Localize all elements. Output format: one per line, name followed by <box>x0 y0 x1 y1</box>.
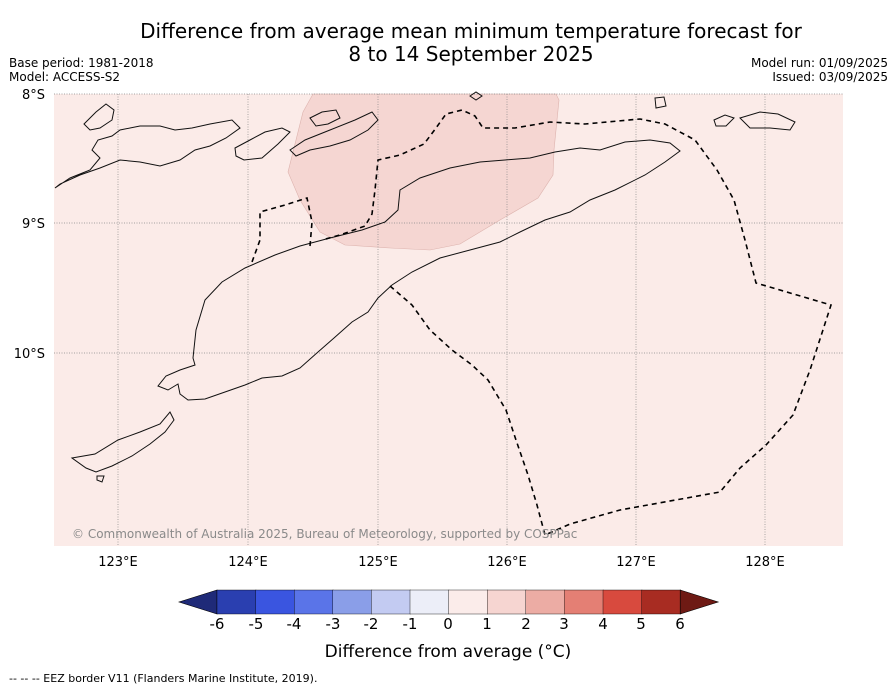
cbar-tick-minus-3: -3 <box>325 615 341 633</box>
lon-label-125e: 125°E <box>358 555 398 570</box>
colorbar-segment-1 <box>216 589 257 615</box>
colorbar-segment-5 <box>371 589 411 615</box>
lat-label-9s: 9°S <box>22 217 45 232</box>
copyright-notice: © Commonwealth of Australia 2025, Bureau… <box>72 527 577 541</box>
coast-atauro <box>309 109 341 127</box>
cbar-tick-minus-6: -6 <box>209 615 225 633</box>
coast-timor <box>157 139 681 401</box>
latitude-labels: 8°S 9°S 10°S <box>14 88 45 362</box>
colorbar-segment-3 <box>294 589 334 615</box>
cbar-tick-1: 1 <box>482 615 492 633</box>
cbar-tick-3: 3 <box>559 615 569 633</box>
coast-north-islands <box>54 119 241 189</box>
eez-legend-footer: -- -- -- EEZ border V11 (Flanders Marine… <box>9 672 318 685</box>
cbar-tick-minus-5: -5 <box>248 615 264 633</box>
longitude-labels: 123°E 124°E 125°E 126°E 127°E 128°E <box>98 555 785 570</box>
model-run: Model run: 01/09/2025 <box>750 56 888 70</box>
base-period: Base period: 1981-2018 <box>9 56 154 70</box>
colorbar-extend-low <box>178 589 218 615</box>
cbar-tick-minus-1: -1 <box>402 615 418 633</box>
coast-alor <box>234 127 291 161</box>
lon-label-128e: 128°E <box>745 555 785 570</box>
coast-small-4 <box>96 475 105 483</box>
title-line-2: 8 to 14 September 2025 <box>348 42 594 66</box>
cbar-tick-4: 4 <box>598 615 608 633</box>
title-line-1: Difference from average mean minimum tem… <box>140 19 802 43</box>
run-info: Model run: 01/09/2025 Issued: 03/09/2025 <box>751 56 888 84</box>
cbar-tick-0: 0 <box>443 615 453 633</box>
base-info: Base period: 1981-2018 Model: ACCESS-S2 <box>9 56 154 84</box>
coast-roti <box>70 411 175 473</box>
cbar-tick-6: 6 <box>675 615 685 633</box>
colorbar-segment-9 <box>525 589 566 615</box>
cbar-tick-minus-2: -2 <box>363 615 379 633</box>
model-name: Model: ACCESS-S2 <box>9 70 121 84</box>
colorbar-extend-high <box>679 589 720 615</box>
coast-wetar <box>289 111 379 157</box>
issued-date: Issued: 03/09/2025 <box>772 70 888 84</box>
coast-small-2 <box>713 114 735 127</box>
lat-label-10s: 10°S <box>14 347 45 362</box>
colorbar-segment-6 <box>409 589 450 615</box>
lat-label-8s: 8°S <box>22 88 45 103</box>
gridlines <box>54 93 843 546</box>
colorbar <box>178 589 720 615</box>
coastlines <box>54 91 796 483</box>
coast-small-5 <box>469 91 483 101</box>
anomaly-patch-1-2 <box>287 93 560 251</box>
cbar-tick-2: 2 <box>521 615 531 633</box>
eez-borders <box>251 109 833 537</box>
colorbar-segment-7 <box>448 589 488 615</box>
lon-label-126e: 126°E <box>487 555 527 570</box>
lon-label-127e: 127°E <box>616 555 656 570</box>
coast-flores-east <box>83 103 115 131</box>
colorbar-segment-8 <box>487 589 527 615</box>
colorbar-segment-4 <box>332 589 373 615</box>
colorbar-segment-10 <box>564 589 604 615</box>
cbar-tick-5: 5 <box>636 615 646 633</box>
map-title: Difference from average mean minimum tem… <box>0 20 896 66</box>
colorbar-segment-2 <box>255 589 295 615</box>
cbar-tick-minus-4: -4 <box>286 615 302 633</box>
lon-label-123e: 123°E <box>98 555 138 570</box>
coast-small-1 <box>654 96 667 109</box>
lon-label-124e: 124°E <box>228 555 268 570</box>
eez-border-east <box>321 109 833 537</box>
colorbar-segment-11 <box>602 589 643 615</box>
coast-small-3 <box>739 111 796 131</box>
colorbar-title: Difference from average (°C) <box>324 642 572 662</box>
colorbar-segment-12 <box>641 589 681 615</box>
